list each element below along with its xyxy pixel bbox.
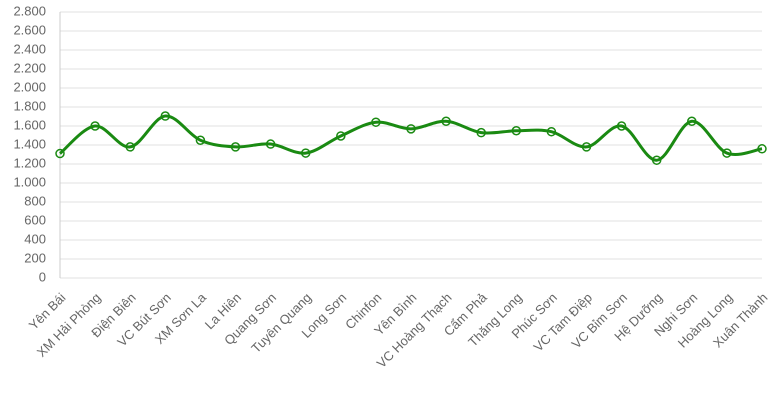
y-tick-label: 400: [24, 231, 46, 246]
y-tick-label: 0: [39, 269, 46, 284]
point: [160, 111, 171, 121]
point: [757, 144, 767, 154]
point: [406, 124, 416, 134]
y-tick-label: 1.800: [13, 98, 46, 113]
point: [195, 135, 206, 145]
y-tick-label: 2.200: [13, 60, 46, 75]
point: [511, 126, 522, 136]
y-tick-label: 1.000: [13, 174, 46, 189]
point: [90, 121, 100, 131]
point: [336, 131, 346, 141]
point: [546, 126, 557, 137]
point: [441, 116, 451, 126]
y-tick-label: 2.000: [13, 79, 46, 94]
y-tick-label: 1.400: [13, 136, 46, 151]
point: [616, 121, 627, 131]
y-tick-label: 800: [24, 193, 46, 208]
point: [581, 142, 592, 152]
point: [687, 116, 697, 126]
y-tick-label: 2.400: [13, 41, 46, 56]
point: [55, 148, 65, 159]
point: [265, 139, 276, 149]
point: [300, 148, 311, 158]
point: [125, 142, 135, 152]
point: [722, 148, 732, 158]
y-tick-label: 200: [24, 250, 46, 265]
y-tick-label: 1.600: [13, 117, 46, 132]
y-tick-label: 1.200: [13, 155, 46, 170]
y-tick-label: 600: [24, 212, 46, 227]
point: [651, 155, 662, 165]
point: [371, 117, 381, 127]
point: [230, 142, 241, 152]
point: [476, 127, 486, 138]
y-tick-label: 2.800: [13, 3, 46, 18]
y-tick-label: 2.600: [13, 22, 46, 37]
line: [59, 114, 763, 162]
